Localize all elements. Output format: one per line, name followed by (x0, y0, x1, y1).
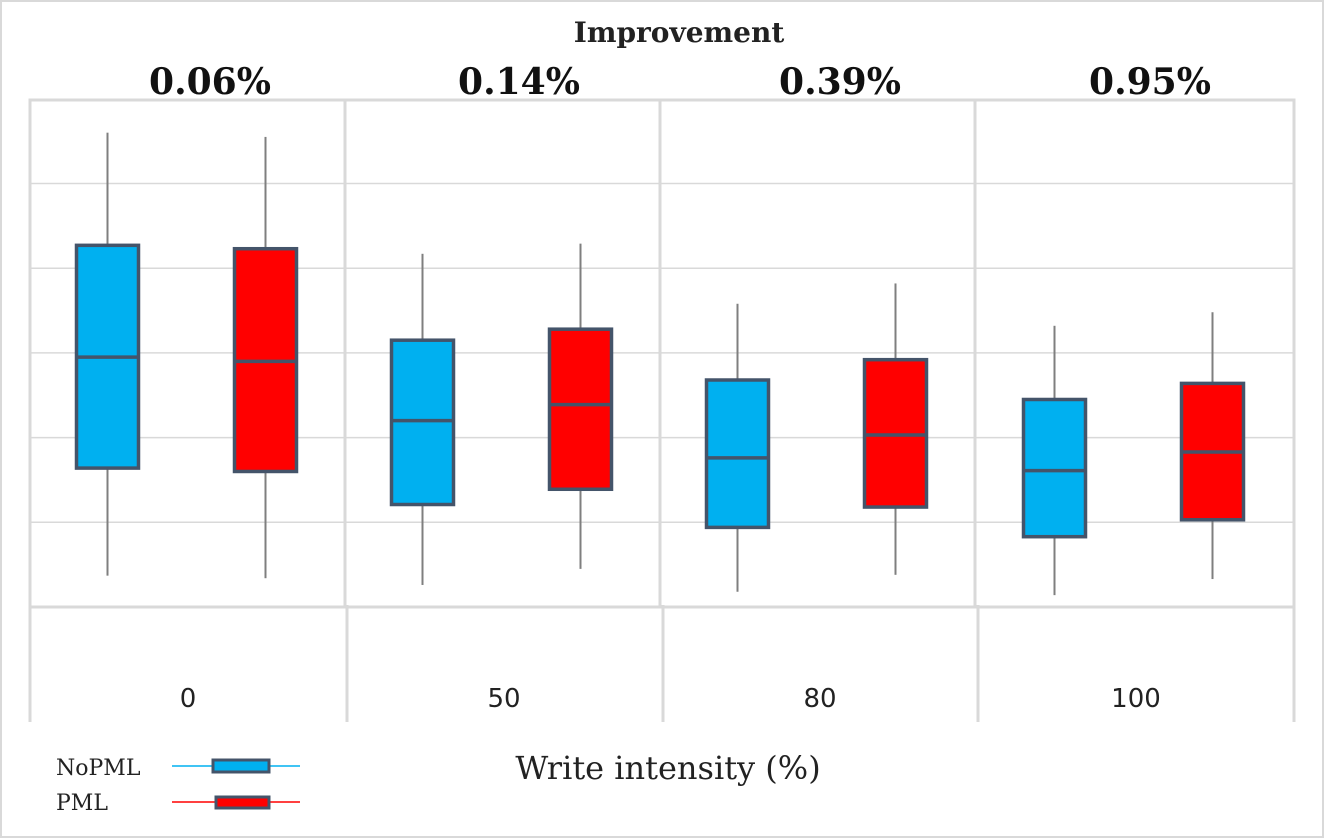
legend: NoPML PML (56, 756, 300, 816)
category-label: 100 (1111, 684, 1161, 714)
category-label: 50 (487, 684, 520, 714)
category-labels: 0 50 80 100 (180, 684, 1161, 714)
box-pml-0 (232, 136, 299, 579)
box-pml-50 (547, 243, 614, 569)
improvement-label: 0.06% (149, 61, 271, 103)
box-nopml-100 (1021, 325, 1088, 596)
improvement-labels: 0.06% 0.14% 0.39% 0.95% (149, 61, 1211, 103)
box-series (74, 132, 1246, 596)
box-nopml-50 (389, 253, 456, 585)
category-panel (973, 98, 1296, 609)
box-body (1021, 397, 1088, 539)
box-body (704, 378, 771, 530)
category-label: 80 (803, 684, 836, 714)
legend-label-pml: PML (56, 791, 108, 816)
improvement-label: 0.95% (1089, 61, 1211, 103)
box-body (547, 327, 614, 492)
legend-swatch-pml (214, 795, 271, 810)
category-label: 0 (180, 684, 197, 714)
box-nopml-80 (704, 303, 771, 592)
chart-title: Improvement (574, 16, 785, 49)
legend-label-nopml: NoPML (56, 756, 141, 781)
x-axis-label: Write intensity (%) (515, 749, 820, 787)
legend-swatch-nopml (211, 758, 271, 774)
improvement-label: 0.39% (779, 61, 901, 103)
box-pml-100 (1179, 312, 1246, 580)
improvement-label: 0.14% (458, 61, 580, 103)
box-nopml-0 (74, 132, 141, 576)
box-pml-80 (862, 283, 929, 575)
category-panels (28, 98, 1296, 722)
